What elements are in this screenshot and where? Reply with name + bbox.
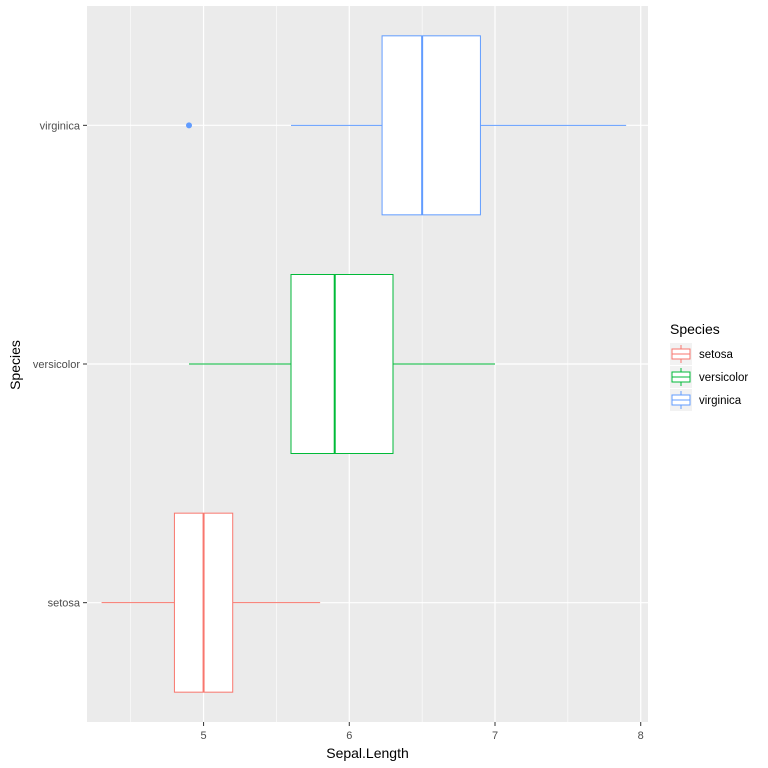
x-tick-label: 5 bbox=[201, 730, 207, 742]
legend: Species setosa versicolor virginica bbox=[670, 321, 748, 411]
legend-item-versicolor: versicolor bbox=[670, 366, 748, 388]
legend-item-virginica: virginica bbox=[670, 389, 742, 411]
outlier-point bbox=[186, 122, 192, 129]
legend-item-setosa: setosa bbox=[670, 343, 733, 365]
y-axis: setosa versicolor virginica bbox=[33, 120, 87, 610]
x-axis-title: Sepal.Length bbox=[326, 745, 409, 761]
legend-label: setosa bbox=[699, 349, 733, 361]
box-iqr bbox=[381, 35, 481, 216]
box-virginica bbox=[186, 35, 627, 216]
legend-label: versicolor bbox=[699, 372, 748, 384]
x-tick-label: 7 bbox=[492, 730, 498, 742]
x-tick-label: 8 bbox=[638, 730, 644, 742]
box-versicolor bbox=[189, 274, 495, 454]
box-iqr bbox=[290, 274, 394, 454]
boxes-layer bbox=[101, 35, 627, 693]
legend-label: virginica bbox=[699, 395, 742, 407]
box-setosa bbox=[101, 512, 321, 693]
legend-title: Species bbox=[670, 321, 720, 337]
x-axis: 5 6 7 8 bbox=[201, 722, 644, 742]
y-tick-label: versicolor bbox=[33, 359, 80, 371]
y-tick-label: setosa bbox=[48, 598, 81, 610]
y-axis-title: Species bbox=[7, 340, 23, 390]
x-tick-label: 6 bbox=[346, 730, 352, 742]
y-tick-label: virginica bbox=[40, 120, 81, 132]
